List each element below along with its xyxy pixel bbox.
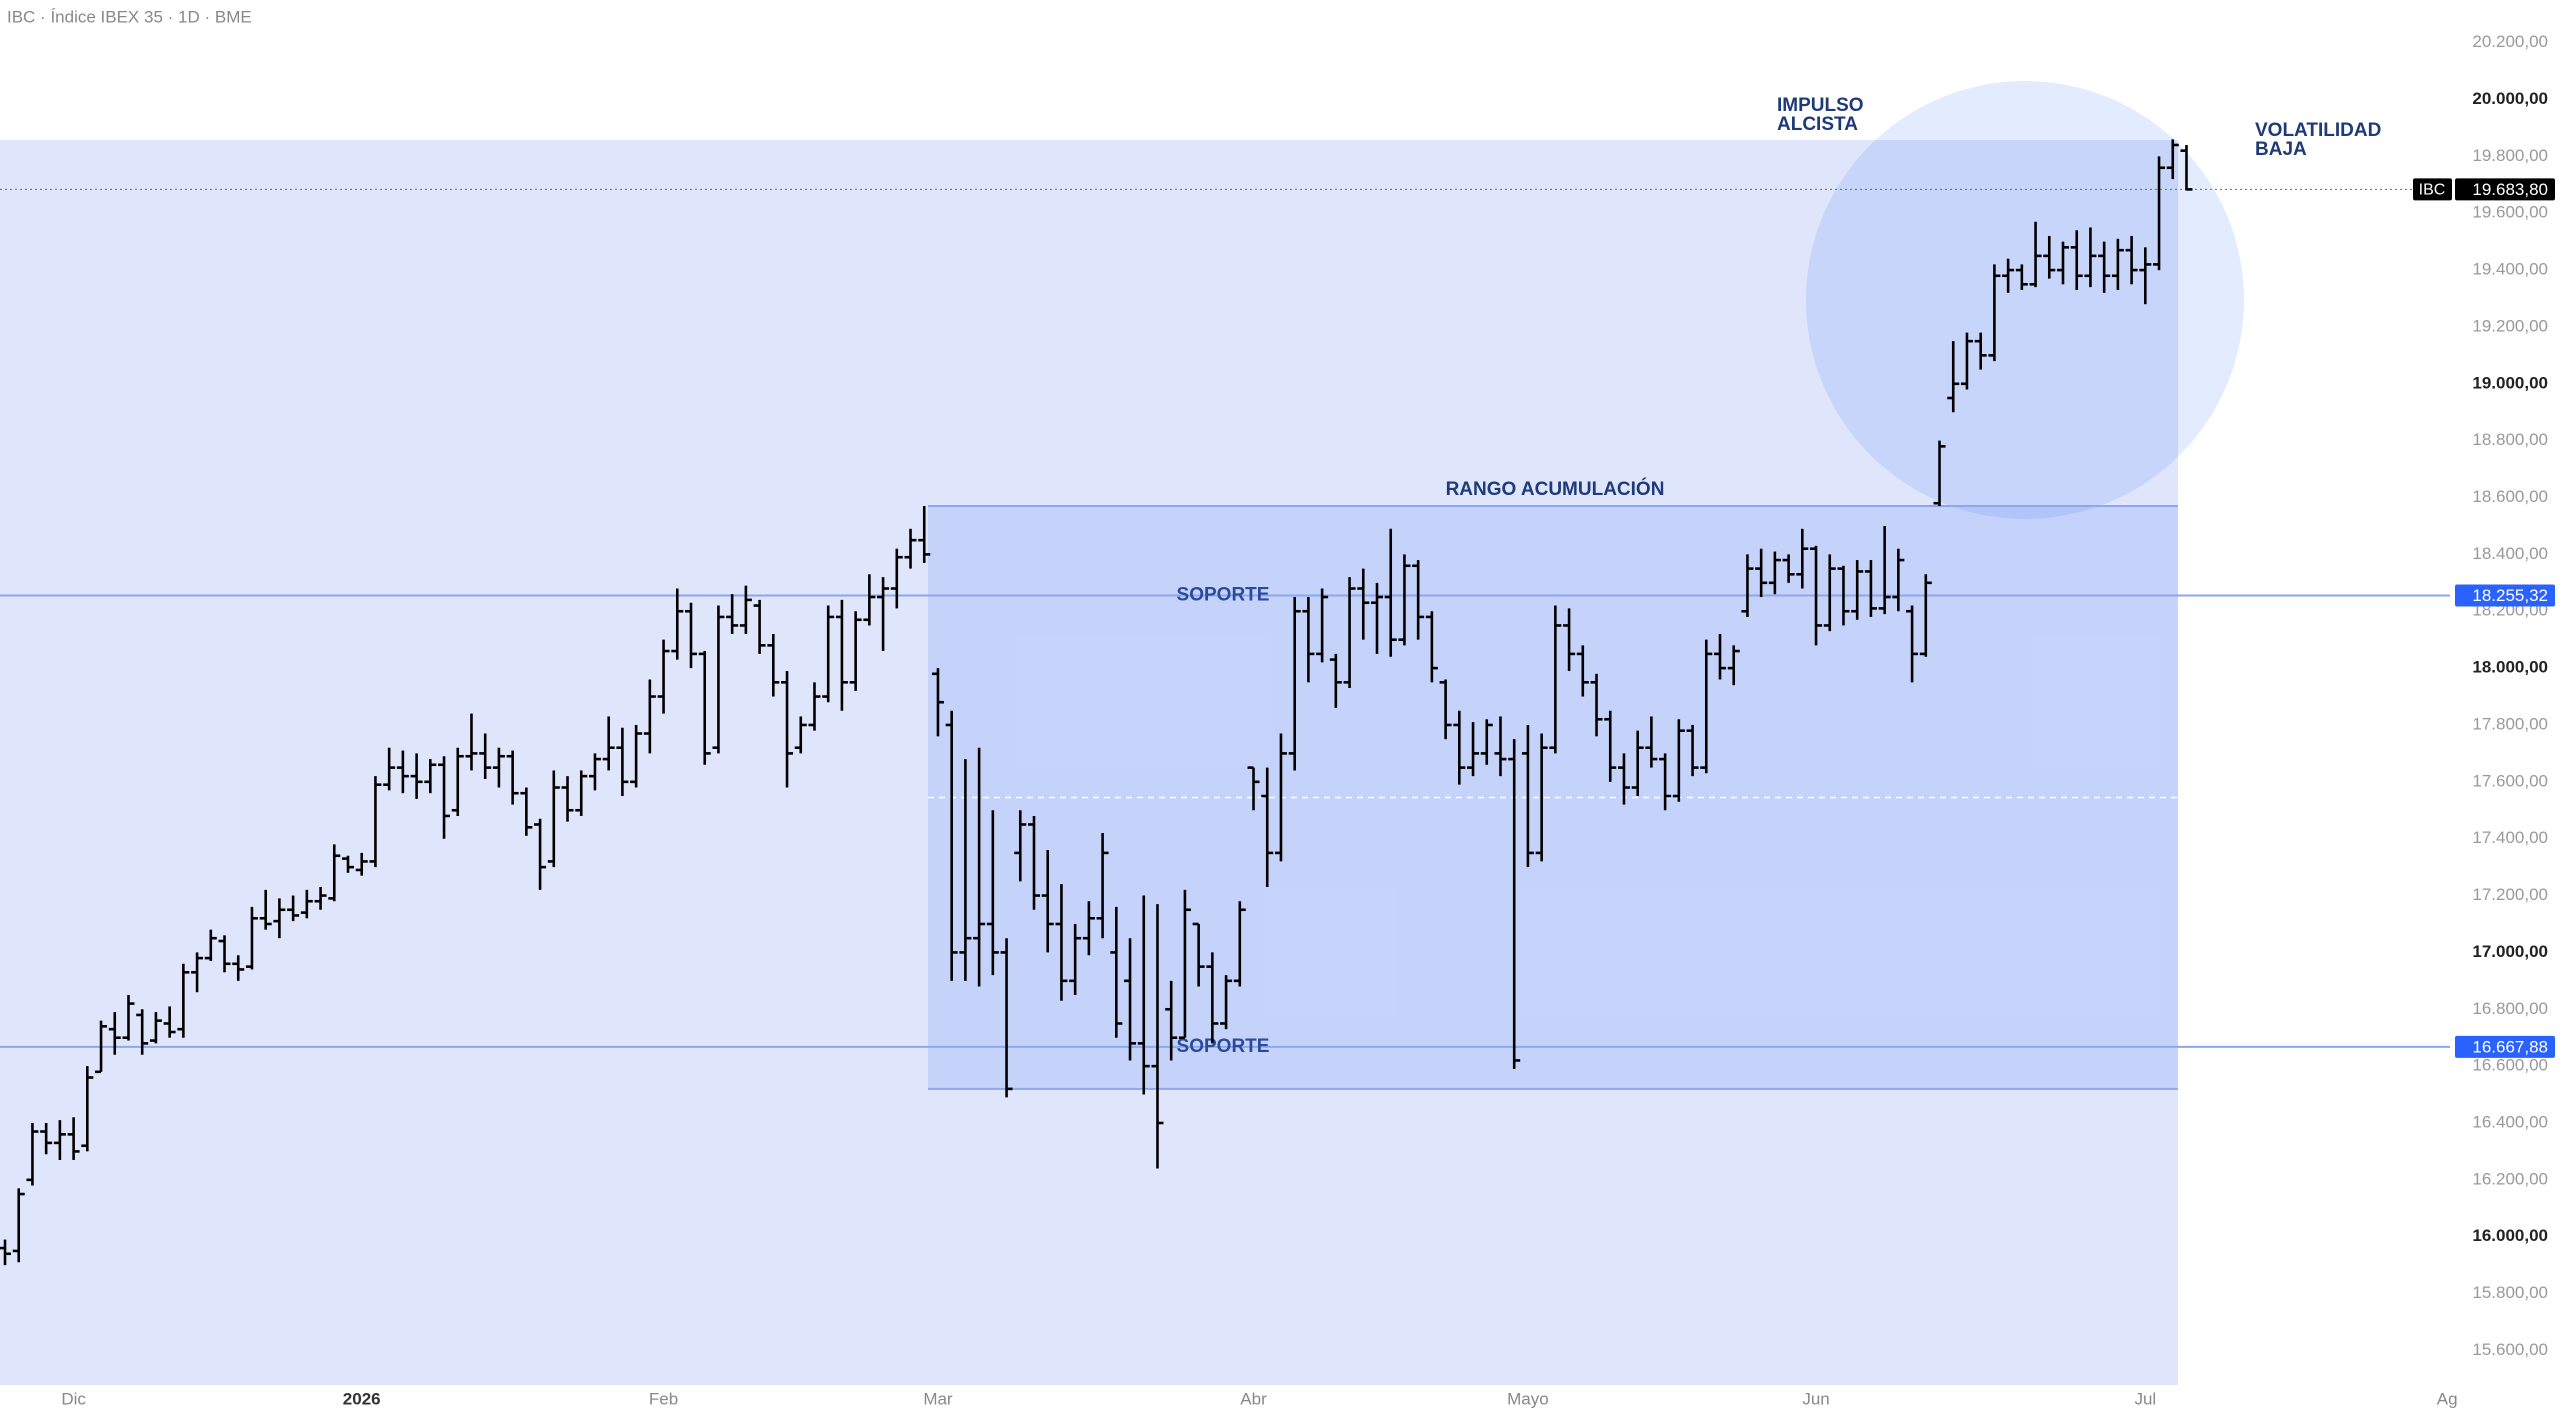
legend-entry: IBC: [2419, 182, 2446, 199]
x-tick-label: Jul: [2134, 1389, 2156, 1408]
y-tick-label: 17.600,00: [2472, 771, 2548, 790]
level-tag: [2455, 1035, 2555, 1058]
y-tick-label: 20.000,00: [2472, 89, 2548, 108]
x-tick-label: Dic: [61, 1389, 86, 1408]
y-tick-label: 19.400,00: [2472, 260, 2548, 279]
level-name: SOPORTE: [1177, 585, 1270, 606]
symbol-tag: [2413, 178, 2452, 201]
annotation: VOLATILIDAD BAJA: [2255, 120, 2382, 160]
last-price-tag: [2455, 178, 2555, 201]
y-tick-label: 19.600,00: [2472, 203, 2548, 222]
y-tick-label: 17.400,00: [2472, 828, 2548, 847]
level-name: SOPORTE: [1177, 1036, 1270, 1057]
x-tick-label: Ag: [2437, 1389, 2458, 1408]
y-tick-label: 16.800,00: [2472, 999, 2548, 1018]
y-tick-label: 18.600,00: [2472, 487, 2548, 506]
chart-title: IBC · Índice IBEX 35 · 1D · BME: [7, 7, 252, 26]
annotation: IMPULSO ALCISTA: [1777, 95, 1864, 135]
y-tick-label: 15.600,00: [2472, 1340, 2548, 1359]
x-tick-label: Jun: [1802, 1389, 1829, 1408]
y-tick-label: 16.600,00: [2472, 1056, 2548, 1075]
y-tick-label: 18.000,00: [2472, 658, 2548, 677]
x-tick-label: Mar: [923, 1389, 953, 1408]
background-zone: [0, 140, 2178, 1385]
last-price-label: 19.683,80: [2472, 180, 2548, 199]
range-label: RANGO ACUMULACIÓN: [1446, 478, 1665, 500]
y-tick-label: 17.200,00: [2472, 885, 2548, 904]
y-tick-label: 19.000,00: [2472, 373, 2548, 392]
level-label: 18.255,32: [2472, 586, 2548, 605]
range-zone: [928, 506, 2178, 1089]
y-tick-label: 16.200,00: [2472, 1169, 2548, 1188]
y-tick-label: 18.400,00: [2472, 544, 2548, 563]
y-tick-label: 15.800,00: [2472, 1283, 2548, 1302]
y-tick-label: 20.200,00: [2472, 32, 2548, 51]
x-tick-label: 2026: [343, 1389, 381, 1408]
y-tick-label: 19.200,00: [2472, 316, 2548, 335]
level-tag: [2455, 584, 2555, 607]
y-tick-label: 16.400,00: [2472, 1112, 2548, 1131]
level-label: 16.667,88: [2472, 1037, 2548, 1056]
y-tick-label: 17.000,00: [2472, 942, 2548, 961]
x-tick-label: Abr: [1240, 1389, 1267, 1408]
y-tick-label: 18.800,00: [2472, 430, 2548, 449]
y-tick-label: 19.800,00: [2472, 146, 2548, 165]
x-tick-label: Mayo: [1507, 1389, 1549, 1408]
x-tick-label: Feb: [649, 1389, 678, 1408]
y-tick-label: 17.800,00: [2472, 714, 2548, 733]
y-tick-label: 16.000,00: [2472, 1226, 2548, 1245]
highlight-circle: [1806, 81, 2244, 519]
